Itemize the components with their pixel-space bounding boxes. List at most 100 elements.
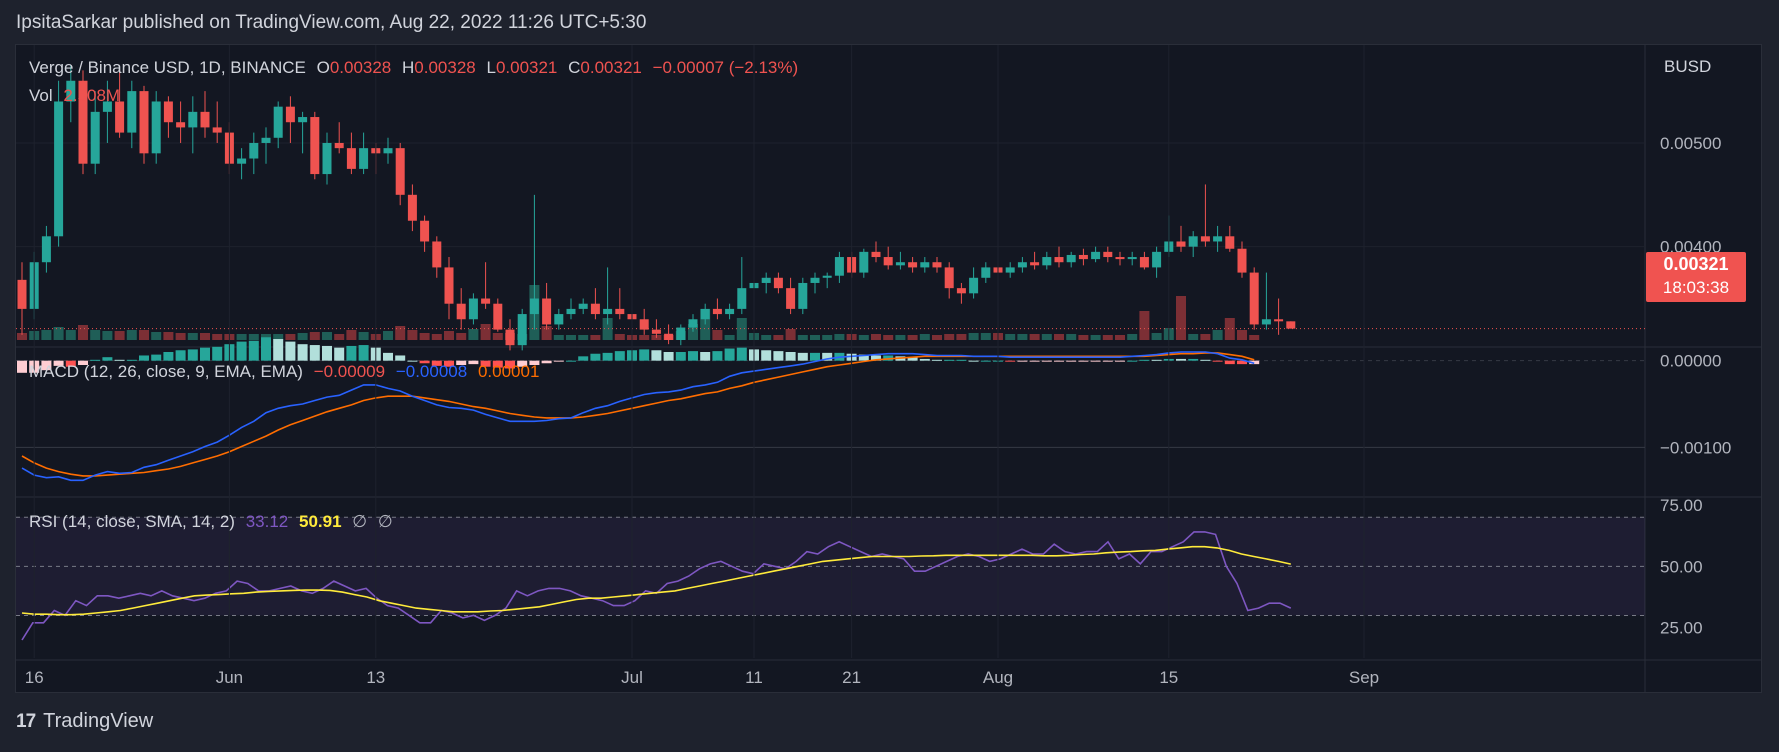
candle-body [200, 111, 210, 128]
volume-bar [322, 332, 332, 340]
volume-bar [907, 335, 918, 340]
candle-body [212, 127, 222, 133]
volume-bar [1078, 335, 1089, 340]
macd-signal-line [21, 352, 1255, 477]
candle-body [102, 101, 112, 112]
macd-histogram-bar [1017, 360, 1028, 362]
candle-body [542, 298, 552, 325]
chart-frame[interactable] [15, 44, 1762, 693]
volume-bar [566, 335, 576, 340]
macd-tick-label: 0.00000 [1660, 352, 1721, 371]
candle-body [566, 308, 576, 315]
candle-body [1127, 257, 1137, 260]
tradingview-logo-icon[interactable]: 17 [16, 710, 36, 732]
macd-histogram-bar [102, 357, 113, 361]
macd-histogram-bar [932, 359, 942, 361]
volume-bar [1224, 318, 1235, 340]
macd-histogram-bar [724, 348, 735, 361]
macd-histogram-bar [1041, 360, 1052, 362]
candle-body [322, 142, 332, 175]
macd-histogram-bar [529, 360, 540, 365]
macd-histogram-bar [1005, 360, 1016, 362]
candle-body [395, 148, 405, 195]
macd-histogram-bar [810, 352, 820, 361]
macd-histogram-bar [1090, 360, 1101, 362]
macd-histogram-bar [53, 360, 64, 366]
rsi-title[interactable]: RSI (14, close, SMA, 14, 2) [29, 512, 235, 531]
candle-body [651, 329, 661, 334]
volume-bar [1188, 334, 1199, 340]
volume-bar [236, 334, 247, 340]
candle-body [773, 277, 783, 289]
macd-histogram-bar [883, 355, 894, 361]
candle-body [969, 277, 979, 294]
macd-histogram-bar [200, 347, 210, 361]
rsi-legend: RSI (14, close, SMA, 14, 2) 33.12 50.91 … [29, 512, 399, 532]
volume-bar [395, 326, 406, 340]
candle-body [1188, 236, 1198, 247]
candle-body [1200, 236, 1210, 242]
symbol-label[interactable]: Verge / Binance USD, 1D, BINANCE [29, 58, 306, 77]
candle-body [334, 142, 344, 149]
volume-bar [1237, 330, 1247, 340]
publisher-line: IpsitaSarkar published on TradingView.co… [16, 12, 647, 33]
macd-histogram-bar [858, 354, 869, 361]
macd-title[interactable]: MACD (12, 26, close, 9, EMA, EMA) [29, 362, 303, 381]
macd-histogram-bar [590, 353, 601, 361]
volume-bar [1249, 335, 1260, 340]
price-legend: Verge / Binance USD, 1D, BINANCE O0.0032… [29, 58, 804, 78]
candle-body [1066, 254, 1076, 263]
volume-bar [541, 326, 552, 340]
countdown-value: 18:03:38 [1662, 278, 1730, 297]
macd-histogram-bar [187, 349, 198, 361]
candle-body [822, 275, 832, 278]
candle-body [1152, 251, 1162, 268]
candle-body [505, 329, 515, 346]
candle-body [261, 137, 271, 143]
brand-name[interactable]: TradingView [43, 710, 154, 732]
volume-bar [956, 334, 967, 340]
volume-bar [1066, 334, 1077, 340]
volume-bar [17, 333, 27, 340]
currency-label: BUSD [1664, 57, 1712, 76]
candle-body [407, 194, 417, 221]
volume-bar [187, 333, 198, 340]
macd-histogram-bar [1066, 360, 1077, 362]
time-tick-label: 21 [842, 668, 861, 687]
macd-histogram-bar [675, 352, 686, 361]
macd-histogram-bar [1102, 360, 1113, 362]
candle-body [78, 80, 88, 164]
rsi-band-fill [16, 517, 1645, 616]
candle-body [273, 106, 283, 138]
change-value: −0.00007 (−2.13%) [652, 58, 799, 77]
volume-bar [761, 335, 772, 340]
macd-histogram-bar [383, 352, 393, 361]
macd-histogram-bar [541, 360, 552, 364]
volume-bar [492, 333, 503, 340]
candle-body [932, 262, 942, 268]
candle-body [1115, 257, 1125, 260]
candle-body [908, 262, 918, 268]
macd-histogram-bar [651, 350, 662, 361]
volume-bar [248, 334, 259, 340]
macd-histogram-bar [309, 345, 320, 361]
volume-bar [602, 318, 613, 340]
candle-body [554, 314, 564, 325]
macd-histogram-bar [553, 360, 564, 362]
volume-bar [1017, 334, 1028, 340]
volume-bar [358, 332, 369, 340]
macd-histogram-bar [139, 355, 149, 361]
volume-bar [1054, 334, 1064, 340]
volume-bar [1200, 334, 1211, 340]
time-tick-label: 15 [1159, 668, 1178, 687]
macd-histogram-bar [90, 359, 101, 361]
candle-body [664, 333, 674, 340]
macd-histogram-bar [261, 337, 271, 361]
candle-body [237, 158, 247, 164]
volume-bar [688, 324, 698, 340]
macd-histogram-bar [17, 360, 27, 373]
candle-body [725, 308, 735, 315]
candle-body [895, 262, 905, 266]
vol-label[interactable]: Vol [29, 86, 53, 105]
